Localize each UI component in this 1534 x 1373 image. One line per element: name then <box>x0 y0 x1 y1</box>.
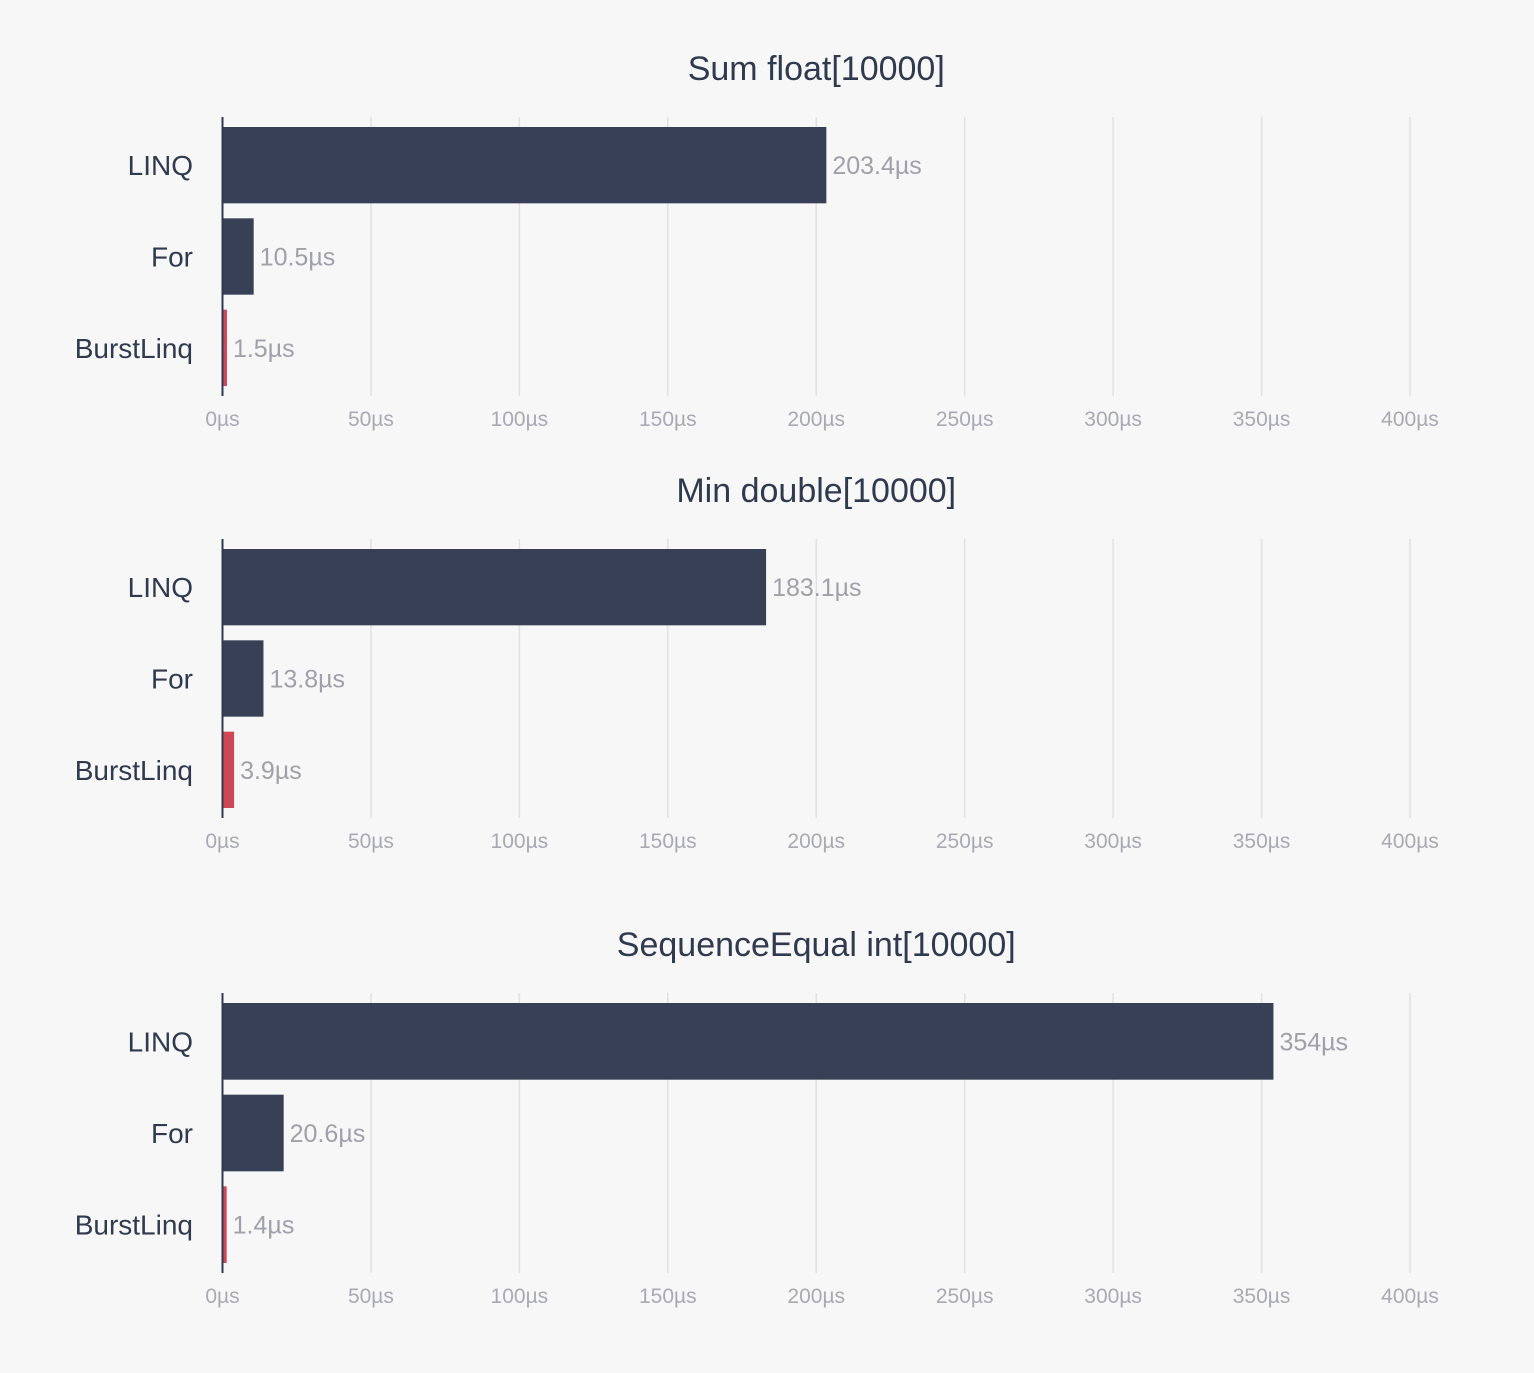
x-tick-label: 300µs <box>1084 1285 1142 1308</box>
x-tick-label: 150µs <box>639 1285 697 1308</box>
x-tick-label: 400µs <box>1381 1285 1439 1308</box>
category-label: LINQ <box>128 572 193 603</box>
chart-title: Min double[10000] <box>676 472 956 510</box>
x-tick-label: 400µs <box>1381 830 1439 853</box>
x-tick-label: 0µs <box>205 830 239 853</box>
x-tick-label: 350µs <box>1233 830 1291 853</box>
category-label: For <box>151 1118 193 1149</box>
value-label: 3.9µs <box>240 757 302 785</box>
value-label: 354µs <box>1279 1028 1348 1056</box>
value-label: 1.5µs <box>233 335 295 363</box>
bar-for <box>222 1094 284 1172</box>
x-tick-label: 250µs <box>936 408 994 431</box>
x-tick-label: 0µs <box>205 408 239 431</box>
x-tick-label: 250µs <box>936 830 994 853</box>
x-tick-label: 150µs <box>639 830 697 853</box>
bar-burstlinq <box>222 731 235 808</box>
x-tick-label: 100µs <box>491 408 549 431</box>
chart-title: Sum float[10000] <box>688 50 945 88</box>
value-label: 203.4µs <box>832 152 921 180</box>
x-tick-label: 100µs <box>491 830 549 853</box>
value-label: 183.1µs <box>772 574 861 602</box>
x-tick-label: 50µs <box>348 1285 394 1308</box>
x-tick-label: 150µs <box>639 408 697 431</box>
category-label: For <box>151 242 193 273</box>
x-tick-label: 200µs <box>787 1285 845 1308</box>
x-tick-label: 350µs <box>1233 1285 1291 1308</box>
category-label: BurstLinq <box>75 755 193 786</box>
x-tick-label: 200µs <box>787 830 845 853</box>
bar-linq <box>222 549 767 626</box>
x-tick-label: 200µs <box>787 408 845 431</box>
value-label: 20.6µs <box>290 1120 366 1148</box>
x-tick-label: 50µs <box>348 830 394 853</box>
category-label: For <box>151 664 193 695</box>
chart-panel-3: SequenceEqual int[10000] 0µs 50µs 100µs 150µ… <box>75 926 1439 1308</box>
category-label: BurstLinq <box>75 333 193 364</box>
category-label: LINQ <box>128 1026 193 1057</box>
chart-panel-2: Min double[10000] 0µs 50µs 100µs 150µs 200µs 2… <box>75 472 1439 853</box>
bar-linq <box>222 1003 1274 1080</box>
chart-panel-1: Sum float[10000] 0µs 50µs 100µs 150µs 200µs 25… <box>75 50 1439 431</box>
bar-burstlinq <box>222 309 227 386</box>
x-tick-label: 250µs <box>936 1285 994 1308</box>
x-tick-label: 0µs <box>205 1285 239 1308</box>
category-label: LINQ <box>128 150 193 181</box>
bar-for <box>222 640 264 717</box>
value-label: 10.5µs <box>260 244 336 272</box>
x-tick-label: 300µs <box>1084 408 1142 431</box>
x-tick-label: 50µs <box>348 408 394 431</box>
x-tick-label: 300µs <box>1084 830 1142 853</box>
x-tick-label: 400µs <box>1381 408 1439 431</box>
value-label: 1.4µs <box>233 1212 295 1240</box>
value-label: 13.8µs <box>269 666 345 694</box>
chart-title: SequenceEqual int[10000] <box>617 926 1016 964</box>
bar-burstlinq <box>222 1186 227 1263</box>
bar-linq <box>222 127 827 204</box>
x-tick-label: 350µs <box>1233 408 1291 431</box>
category-label: BurstLinq <box>75 1210 193 1241</box>
x-tick-label: 100µs <box>491 1285 549 1308</box>
bar-for <box>222 218 254 295</box>
